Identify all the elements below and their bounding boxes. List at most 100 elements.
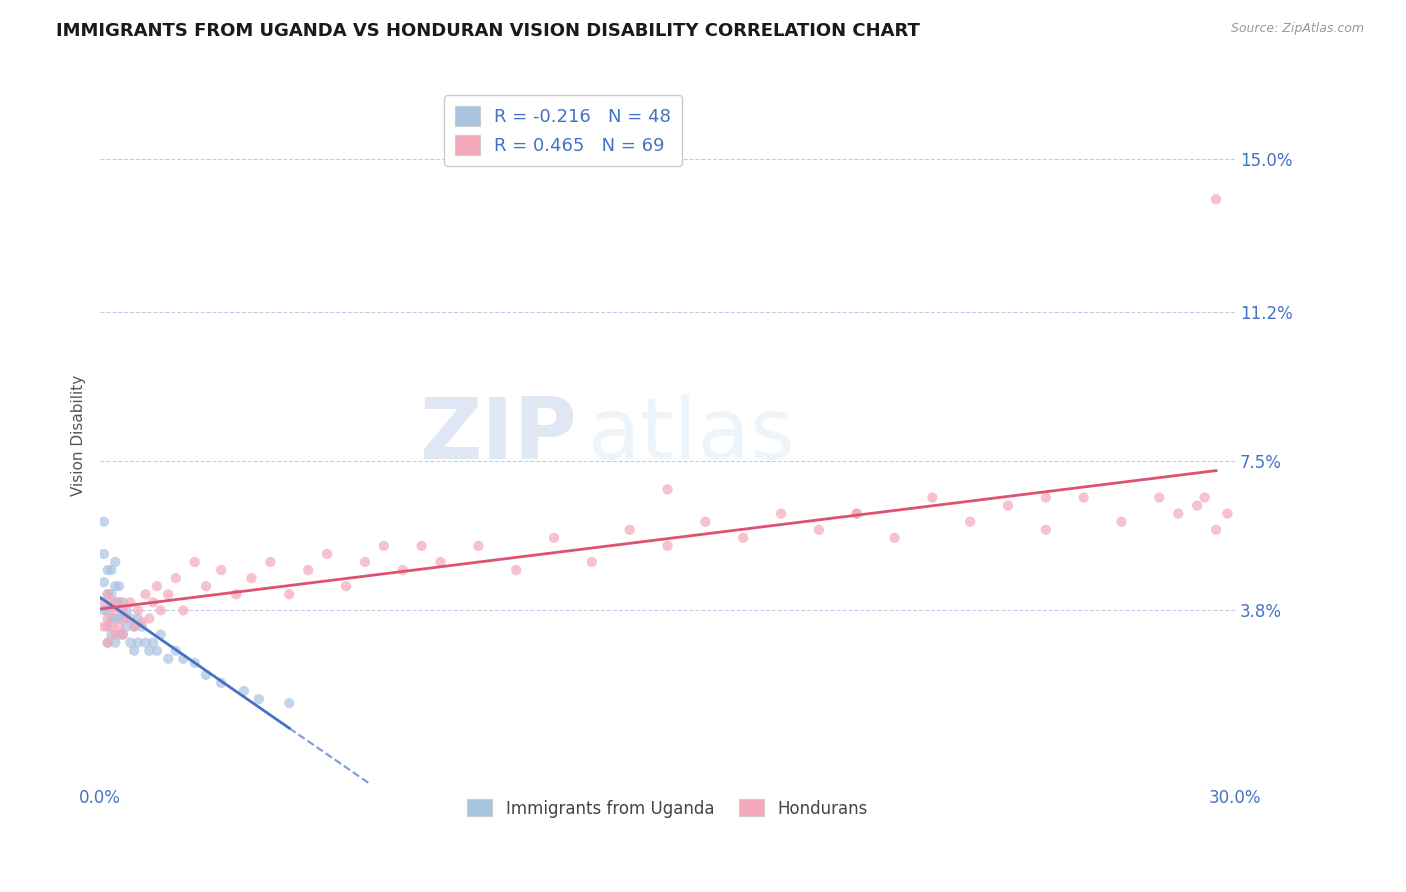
Point (1149, 491, 1171, 505)
Point (97, 611, 120, 625)
Point (108, 619, 131, 633)
Y-axis label: Vision Disability: Vision Disability (72, 375, 86, 496)
Point (1194, 491, 1216, 505)
Point (195, 579, 218, 593)
Point (429, 555, 451, 569)
Point (209, 563, 232, 577)
Point (93, 595, 115, 609)
Point (467, 539, 489, 553)
Point (1205, 523, 1227, 537)
Point (100, 587, 122, 601)
Point (135, 635, 157, 649)
Point (108, 627, 131, 641)
Point (157, 587, 180, 601)
Point (104, 595, 127, 609)
Text: atlas: atlas (588, 393, 796, 476)
Point (120, 611, 142, 625)
Point (120, 635, 142, 649)
Legend: Immigrants from Uganda, Hondurans: Immigrants from Uganda, Hondurans (461, 793, 875, 824)
Point (111, 595, 134, 609)
Point (183, 555, 205, 569)
Point (1216, 507, 1239, 521)
Point (97, 603, 120, 617)
Point (120, 595, 142, 609)
Point (1035, 523, 1057, 537)
Point (165, 571, 187, 585)
Point (115, 611, 138, 625)
Point (733, 531, 755, 545)
Point (100, 611, 122, 625)
Point (97, 635, 120, 649)
Point (543, 531, 565, 545)
Point (104, 603, 127, 617)
Point (111, 603, 134, 617)
Point (146, 579, 169, 593)
Point (845, 507, 868, 521)
Point (505, 563, 527, 577)
Point (93, 619, 115, 633)
Point (695, 515, 717, 529)
Point (97, 635, 120, 649)
Point (232, 684, 254, 698)
Point (93, 575, 115, 590)
Point (1185, 499, 1208, 513)
Text: Source: ZipAtlas.com: Source: ZipAtlas.com (1230, 22, 1364, 36)
Point (97, 587, 120, 601)
Point (149, 627, 172, 641)
Point (104, 635, 127, 649)
Point (122, 619, 145, 633)
Point (391, 563, 413, 577)
Point (111, 627, 134, 641)
Point (619, 523, 641, 537)
Point (172, 603, 194, 617)
Point (97, 563, 120, 577)
Point (142, 595, 165, 609)
Point (122, 643, 145, 657)
Point (581, 555, 603, 569)
Point (1111, 515, 1133, 529)
Point (373, 539, 395, 553)
Point (97, 587, 120, 601)
Point (127, 635, 149, 649)
Point (225, 587, 247, 601)
Point (259, 555, 281, 569)
Point (108, 595, 131, 609)
Point (108, 579, 131, 593)
Point (157, 652, 180, 666)
Point (297, 563, 319, 577)
Point (100, 619, 122, 633)
Point (100, 595, 122, 609)
Point (411, 539, 433, 553)
Point (108, 595, 131, 609)
Point (127, 603, 149, 617)
Point (138, 643, 160, 657)
Point (335, 579, 357, 593)
Point (921, 491, 943, 505)
Point (807, 523, 830, 537)
Point (97, 619, 120, 633)
Point (172, 652, 194, 666)
Point (100, 627, 122, 641)
Point (1035, 491, 1057, 505)
Point (240, 571, 263, 585)
Point (883, 531, 905, 545)
Text: IMMIGRANTS FROM UGANDA VS HONDURAN VISION DISABILITY CORRELATION CHART: IMMIGRANTS FROM UGANDA VS HONDURAN VISIO… (56, 22, 920, 40)
Point (111, 611, 134, 625)
Point (247, 692, 270, 706)
Point (278, 696, 301, 710)
Point (135, 587, 157, 601)
Point (131, 615, 153, 630)
Point (104, 579, 127, 593)
Point (122, 619, 145, 633)
Point (138, 611, 160, 625)
Point (316, 547, 339, 561)
Point (93, 547, 115, 561)
Point (104, 627, 127, 641)
Point (1167, 507, 1189, 521)
Text: ZIP: ZIP (419, 393, 576, 476)
Point (108, 611, 131, 625)
Point (209, 676, 232, 690)
Point (93, 515, 115, 529)
Point (131, 619, 153, 633)
Point (142, 635, 165, 649)
